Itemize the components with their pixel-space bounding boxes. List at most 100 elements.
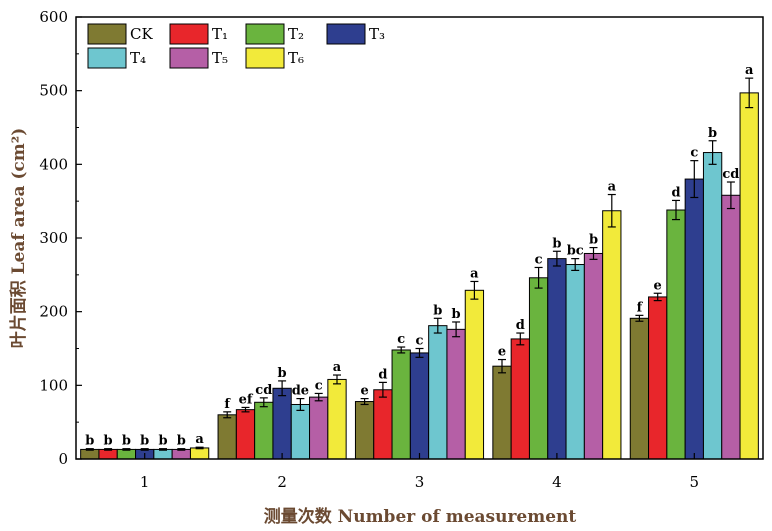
- bar: [235, 409, 256, 460]
- bar: [391, 349, 411, 460]
- significance-letter: f: [224, 397, 231, 412]
- significance-letter: b: [452, 307, 461, 322]
- legend-label: T₆: [288, 49, 304, 67]
- bar: [189, 447, 210, 460]
- legend-swatch: [87, 47, 127, 69]
- bar: [739, 92, 759, 460]
- legend-label: T₄: [130, 49, 146, 67]
- y-axis-title: 叶片面积 Leaf area (cm²): [8, 128, 29, 349]
- significance-letter: a: [608, 180, 617, 195]
- bar: [583, 252, 604, 460]
- bar: [354, 401, 375, 460]
- bar: [629, 317, 650, 460]
- bar: [464, 289, 485, 460]
- legend-swatch: [326, 23, 366, 45]
- significance-letter: c: [535, 252, 543, 267]
- x-axis-ticks: 1 2 3 4 5: [140, 453, 699, 491]
- y-tick-label: 100: [39, 376, 68, 394]
- significance-letter: a: [470, 266, 479, 281]
- bar: [510, 338, 530, 460]
- significance-letter: b: [433, 303, 442, 318]
- legend-label: T₁: [212, 25, 228, 43]
- legend-label: CK: [130, 25, 153, 43]
- significance-letter: de: [292, 384, 309, 399]
- bar: [153, 448, 173, 460]
- significance-letter: e: [654, 278, 662, 293]
- legend-swatch: [245, 47, 285, 69]
- bar: [116, 448, 137, 460]
- bar: [547, 258, 567, 460]
- significance-letter: c: [397, 332, 405, 347]
- significance-letter: cd: [255, 383, 272, 398]
- legend-swatch: [87, 23, 127, 45]
- significance-letter: b: [589, 233, 598, 248]
- significance-letter: b: [158, 434, 167, 449]
- x-tick-label: 1: [140, 473, 150, 491]
- y-tick-label: 500: [39, 82, 68, 100]
- x-axis-title: 测量次数 Number of measurement: [264, 506, 577, 527]
- y-axis-ticks: 0 100 200 300 400 500 600: [39, 8, 82, 468]
- significance-letter: e: [498, 345, 506, 360]
- legend-label: T₂: [288, 25, 304, 43]
- x-tick-label: 4: [552, 473, 562, 491]
- x-tick-label: 2: [277, 473, 287, 491]
- bar: [254, 401, 274, 460]
- bar: [666, 209, 686, 460]
- significance-letter: c: [690, 146, 698, 161]
- legend: CK T₁ T₂ T₃ T₄ T₅ T₆: [87, 23, 385, 69]
- x-tick-label: 3: [415, 473, 425, 491]
- bar: [272, 387, 292, 460]
- significance-letter: b: [104, 434, 113, 449]
- x-tick-label: 5: [690, 473, 700, 491]
- significance-letter: ef: [239, 392, 254, 407]
- significance-letter: c: [315, 378, 323, 393]
- bar: [327, 378, 347, 460]
- legend-swatch: [245, 23, 285, 45]
- y-tick-label: 0: [58, 450, 68, 468]
- legend-label: T₅: [212, 49, 228, 67]
- bar: [98, 448, 118, 460]
- y-tick-label: 400: [39, 155, 68, 173]
- y-tick-label: 200: [39, 303, 68, 321]
- legend-swatch: [169, 47, 209, 69]
- bar: [702, 152, 723, 460]
- significance-letter: c: [416, 334, 424, 349]
- significance-letter: b: [85, 434, 94, 449]
- y-tick-label: 300: [39, 229, 68, 247]
- significance-letter: a: [195, 432, 204, 447]
- bar: [409, 352, 430, 460]
- bar: [684, 178, 704, 460]
- bar: [602, 210, 622, 460]
- bar: [528, 277, 549, 460]
- significance-letter: cd: [722, 167, 739, 182]
- significance-letter: e: [360, 384, 368, 399]
- significance-letter: a: [745, 63, 754, 78]
- significance-letter: bc: [567, 244, 584, 259]
- bar: [309, 396, 329, 460]
- y-tick-label: 600: [39, 8, 68, 26]
- bar: [290, 403, 311, 460]
- bar: [492, 365, 512, 460]
- legend-swatch: [169, 23, 209, 45]
- significance-letter: b: [140, 434, 149, 449]
- bar: [428, 325, 448, 460]
- significance-letter: d: [378, 367, 387, 382]
- bar: [648, 296, 668, 460]
- bar: [446, 328, 466, 460]
- significance-letter: b: [278, 366, 287, 381]
- bar: [373, 389, 393, 460]
- bar: [721, 194, 741, 460]
- significance-letter: b: [708, 126, 717, 141]
- significance-letter: a: [333, 360, 342, 375]
- bar: [565, 264, 585, 460]
- significance-letter: b: [177, 434, 186, 449]
- significance-letter: f: [637, 300, 644, 315]
- significance-letter: b: [122, 434, 131, 449]
- legend-label: T₃: [369, 25, 385, 43]
- significance-letter: b: [552, 236, 561, 251]
- bar: [217, 414, 237, 460]
- significance-letter: d: [516, 318, 525, 333]
- significance-letter: d: [671, 185, 680, 200]
